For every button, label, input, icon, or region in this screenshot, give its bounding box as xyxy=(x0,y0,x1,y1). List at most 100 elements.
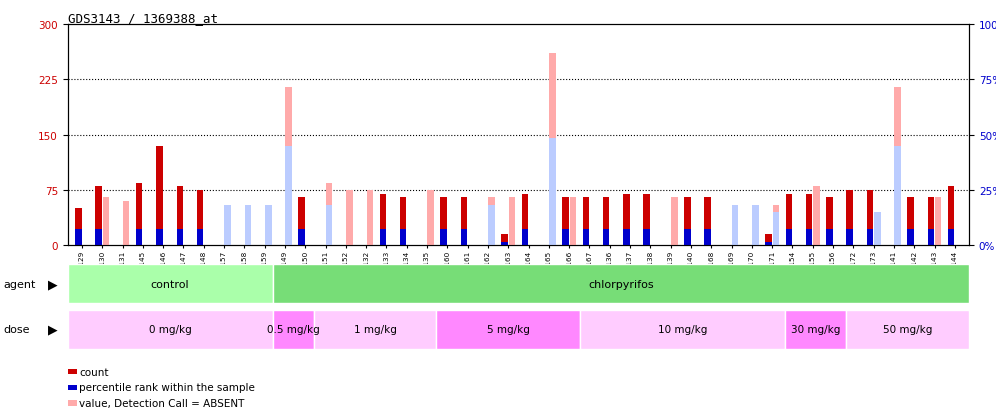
Bar xyxy=(224,205,231,246)
Bar xyxy=(75,230,82,246)
Bar xyxy=(563,230,569,246)
Bar xyxy=(732,205,738,246)
Bar xyxy=(806,194,813,246)
Bar xyxy=(786,230,792,246)
Bar xyxy=(732,205,738,246)
Text: 0 mg/kg: 0 mg/kg xyxy=(148,324,191,335)
Bar xyxy=(367,190,374,246)
Text: chlorpyrifos: chlorpyrifos xyxy=(588,279,653,289)
Bar xyxy=(948,230,954,246)
Bar xyxy=(847,310,969,349)
Bar xyxy=(935,198,941,246)
Bar xyxy=(894,88,901,246)
Bar xyxy=(299,230,305,246)
Text: 0.5 mg/kg: 0.5 mg/kg xyxy=(267,324,320,335)
Bar xyxy=(603,198,610,246)
Bar xyxy=(286,88,292,246)
Text: agent: agent xyxy=(3,279,36,289)
Bar xyxy=(265,205,272,246)
Bar xyxy=(847,190,853,246)
Bar xyxy=(704,230,711,246)
Bar xyxy=(580,310,785,349)
Bar xyxy=(135,230,142,246)
Bar xyxy=(773,213,779,246)
Bar xyxy=(245,205,251,246)
Bar xyxy=(894,146,901,246)
Bar xyxy=(501,242,508,246)
Bar xyxy=(176,230,183,246)
Text: ▶: ▶ xyxy=(48,323,58,336)
Bar xyxy=(867,190,873,246)
Bar xyxy=(488,198,495,246)
Bar xyxy=(643,194,650,246)
Text: 50 mg/kg: 50 mg/kg xyxy=(883,324,932,335)
Bar xyxy=(197,190,203,246)
Text: count: count xyxy=(80,367,109,377)
Bar xyxy=(847,230,853,246)
Bar xyxy=(156,230,162,246)
Bar xyxy=(704,198,711,246)
Bar xyxy=(549,139,556,246)
Bar xyxy=(948,187,954,246)
Text: 10 mg/kg: 10 mg/kg xyxy=(657,324,707,335)
Bar xyxy=(643,230,650,246)
Bar xyxy=(583,230,589,246)
Bar xyxy=(461,198,467,246)
Text: percentile rank within the sample: percentile rank within the sample xyxy=(80,382,255,392)
Bar xyxy=(399,230,406,246)
Bar xyxy=(156,146,162,246)
Bar xyxy=(684,230,690,246)
Bar xyxy=(440,230,447,246)
Bar xyxy=(427,190,434,246)
Bar xyxy=(224,205,231,246)
Bar xyxy=(461,230,467,246)
Bar xyxy=(399,198,406,246)
Bar xyxy=(752,205,759,246)
Bar xyxy=(299,198,305,246)
Bar xyxy=(907,230,914,246)
Bar xyxy=(314,310,436,349)
Bar xyxy=(273,264,969,304)
Bar xyxy=(583,198,589,246)
Bar xyxy=(773,205,779,246)
Bar xyxy=(197,230,203,246)
Text: control: control xyxy=(150,279,189,289)
Bar xyxy=(103,198,110,246)
Bar xyxy=(379,194,386,246)
Bar xyxy=(273,310,314,349)
Bar xyxy=(671,198,677,246)
Bar xyxy=(488,205,495,246)
Bar xyxy=(907,198,914,246)
Bar xyxy=(440,198,447,246)
Bar xyxy=(563,198,569,246)
Bar xyxy=(765,242,772,246)
Bar xyxy=(785,310,847,349)
Bar xyxy=(765,235,772,246)
Bar xyxy=(135,183,142,246)
Bar xyxy=(522,230,528,246)
Bar xyxy=(603,230,610,246)
Bar xyxy=(827,230,833,246)
Text: 5 mg/kg: 5 mg/kg xyxy=(487,324,530,335)
Bar xyxy=(436,310,580,349)
Bar xyxy=(813,187,820,246)
Bar xyxy=(68,310,273,349)
Bar xyxy=(623,194,629,246)
Bar xyxy=(265,205,272,246)
Bar xyxy=(68,264,273,304)
Bar xyxy=(570,198,576,246)
Bar xyxy=(927,198,934,246)
Bar xyxy=(827,198,833,246)
Text: value, Detection Call = ABSENT: value, Detection Call = ABSENT xyxy=(80,398,245,408)
Bar xyxy=(806,230,813,246)
Bar xyxy=(96,187,102,246)
Bar xyxy=(867,230,873,246)
Bar xyxy=(501,235,508,246)
Bar xyxy=(786,194,792,246)
Bar xyxy=(326,183,333,246)
Bar xyxy=(286,146,292,246)
Text: ▶: ▶ xyxy=(48,278,58,290)
Bar xyxy=(874,213,880,246)
Bar xyxy=(549,54,556,246)
Bar xyxy=(75,209,82,246)
